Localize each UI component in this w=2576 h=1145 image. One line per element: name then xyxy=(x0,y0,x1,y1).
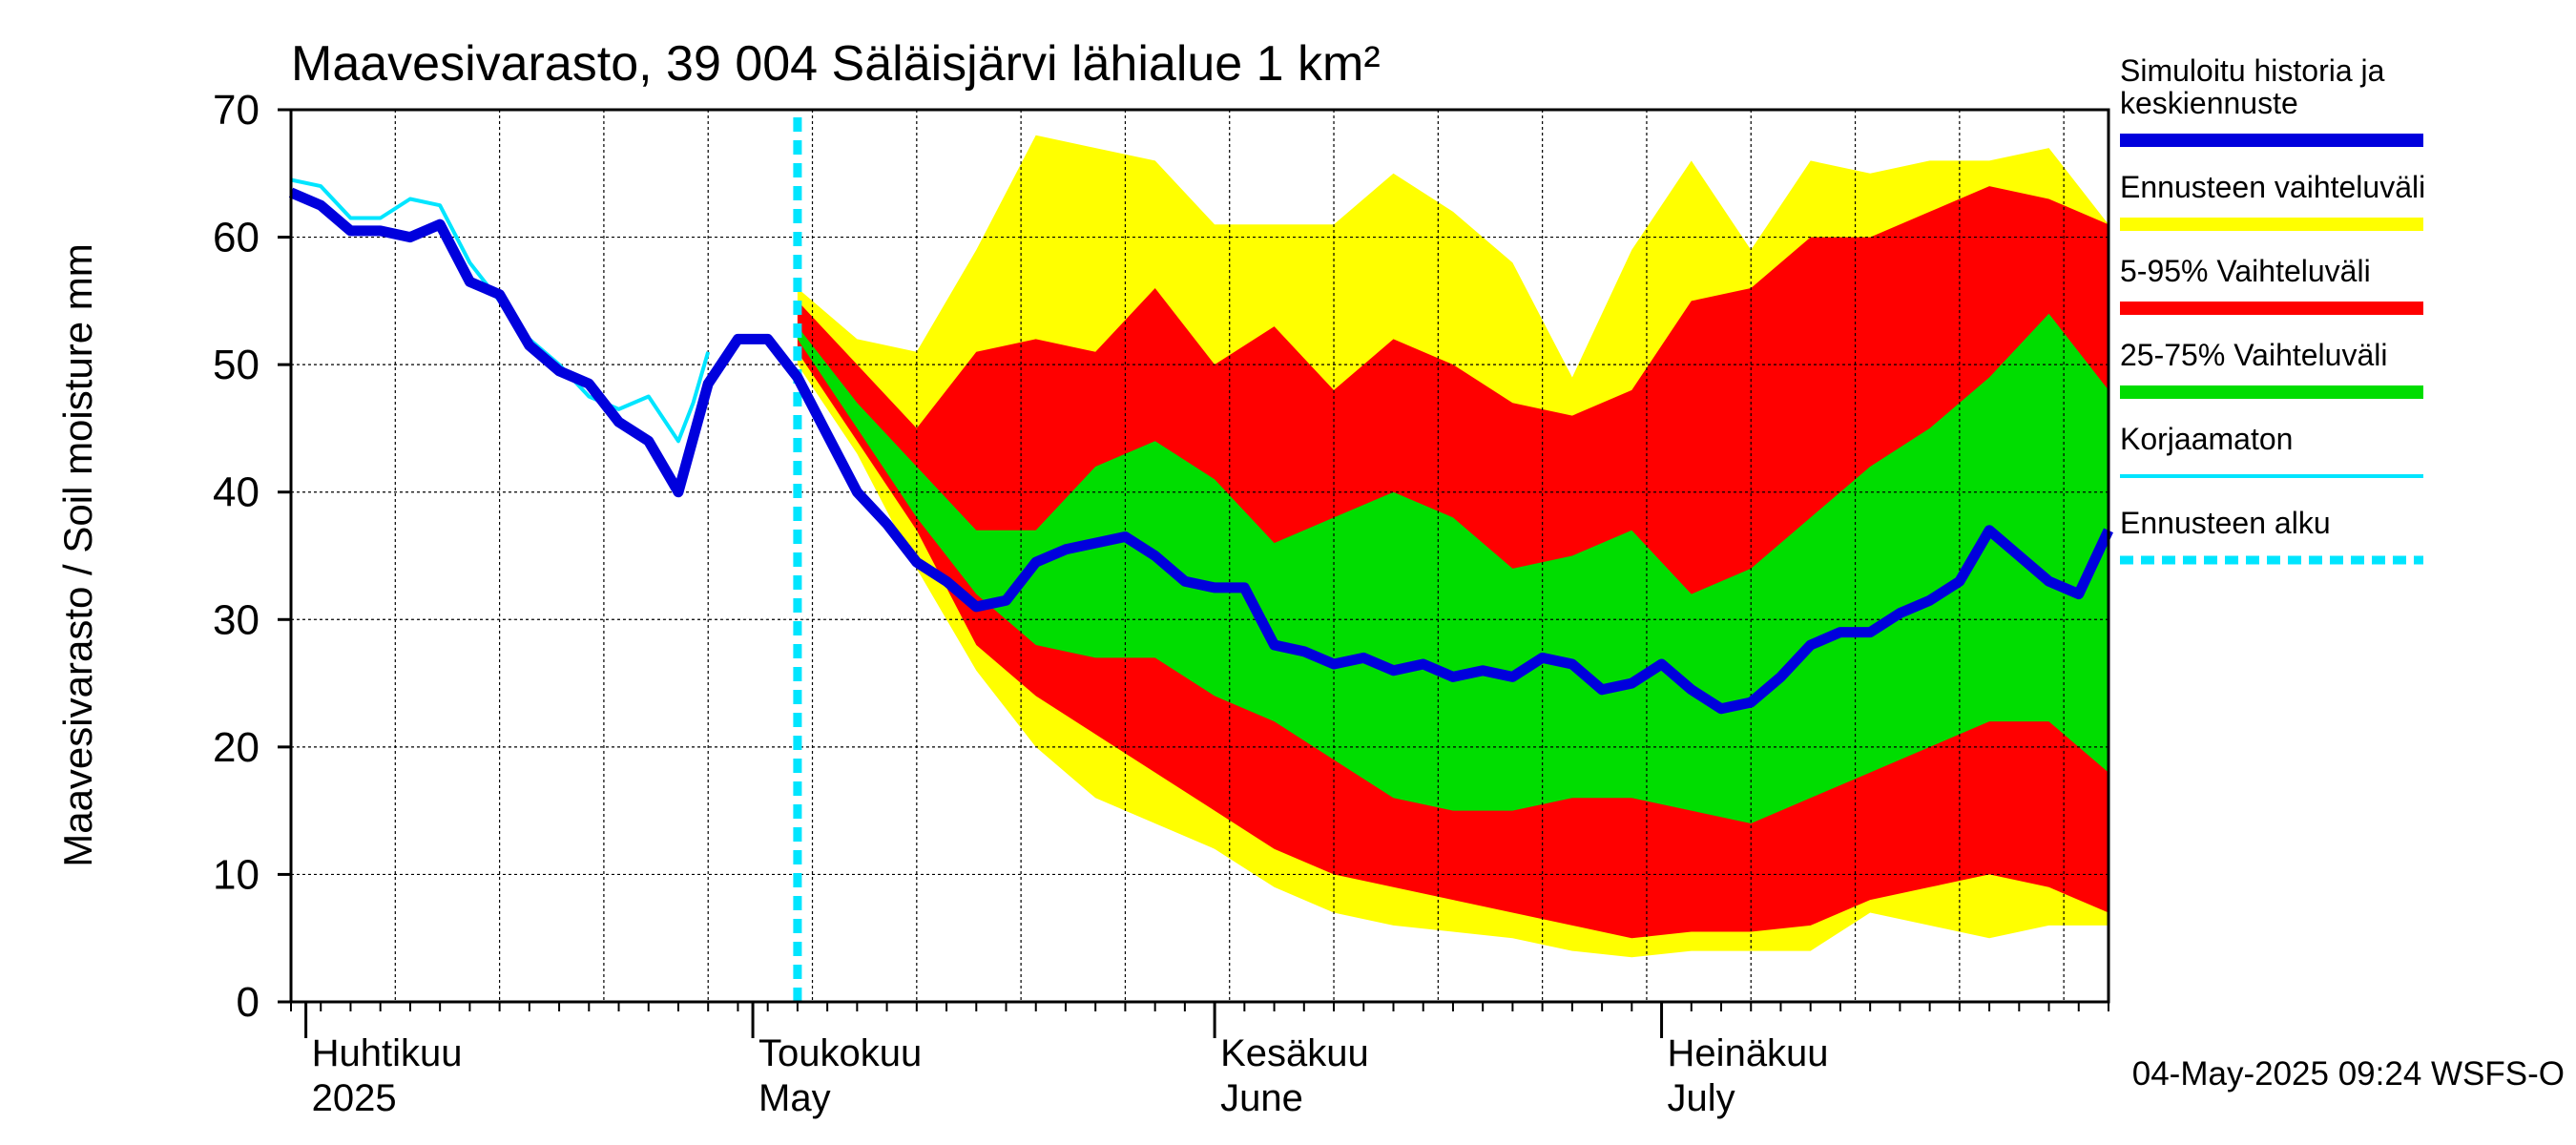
x-month-label-fi: Huhtikuu xyxy=(312,1032,463,1074)
legend-label: Ennusteen alku xyxy=(2120,506,2331,540)
y-tick-label: 30 xyxy=(213,596,260,643)
x-month-label-en: June xyxy=(1220,1077,1303,1119)
y-tick-label: 50 xyxy=(213,342,260,388)
plot-frame xyxy=(289,108,2110,1004)
timestamp: 04-May-2025 09:24 WSFS-O xyxy=(2131,1055,2565,1093)
y-tick-label: 0 xyxy=(237,979,260,1026)
legend-label: 25-75% Vaihteluväli xyxy=(2120,338,2387,372)
y-tick-label: 10 xyxy=(213,851,260,898)
x-month-label-en: 2025 xyxy=(312,1077,397,1119)
legend-label: keskiennuste xyxy=(2120,86,2298,120)
y-tick-label: 20 xyxy=(213,724,260,771)
y-axis-label: Maavesivarasto / Soil moisture mm xyxy=(55,243,100,867)
chart-title: Maavesivarasto, 39 004 Säläisjärvi lähia… xyxy=(291,36,1381,92)
series-lines xyxy=(288,117,2113,1002)
forecast-bands xyxy=(797,135,2109,958)
legend-label: 5-95% Vaihteluväli xyxy=(2120,254,2371,288)
x-month-label-fi: Kesäkuu xyxy=(1220,1032,1369,1074)
p25-75-band xyxy=(797,313,2109,823)
y-tick-label: 70 xyxy=(213,87,260,134)
x-month-label-fi: Heinäkuu xyxy=(1668,1032,1829,1074)
y-tick-label: 60 xyxy=(213,215,260,261)
x-month-label-fi: Toukokuu xyxy=(758,1032,922,1074)
x-month-label-en: May xyxy=(758,1077,831,1119)
y-tick-label: 40 xyxy=(213,469,260,516)
legend-label: Korjaamaton xyxy=(2120,422,2293,456)
x-month-label-en: July xyxy=(1668,1077,1735,1119)
series-line-simuloitu xyxy=(288,187,2113,715)
legend-label: Simuloitu historia ja xyxy=(2120,53,2385,88)
legend-label: Ennusteen vaihteluväli xyxy=(2120,170,2425,204)
